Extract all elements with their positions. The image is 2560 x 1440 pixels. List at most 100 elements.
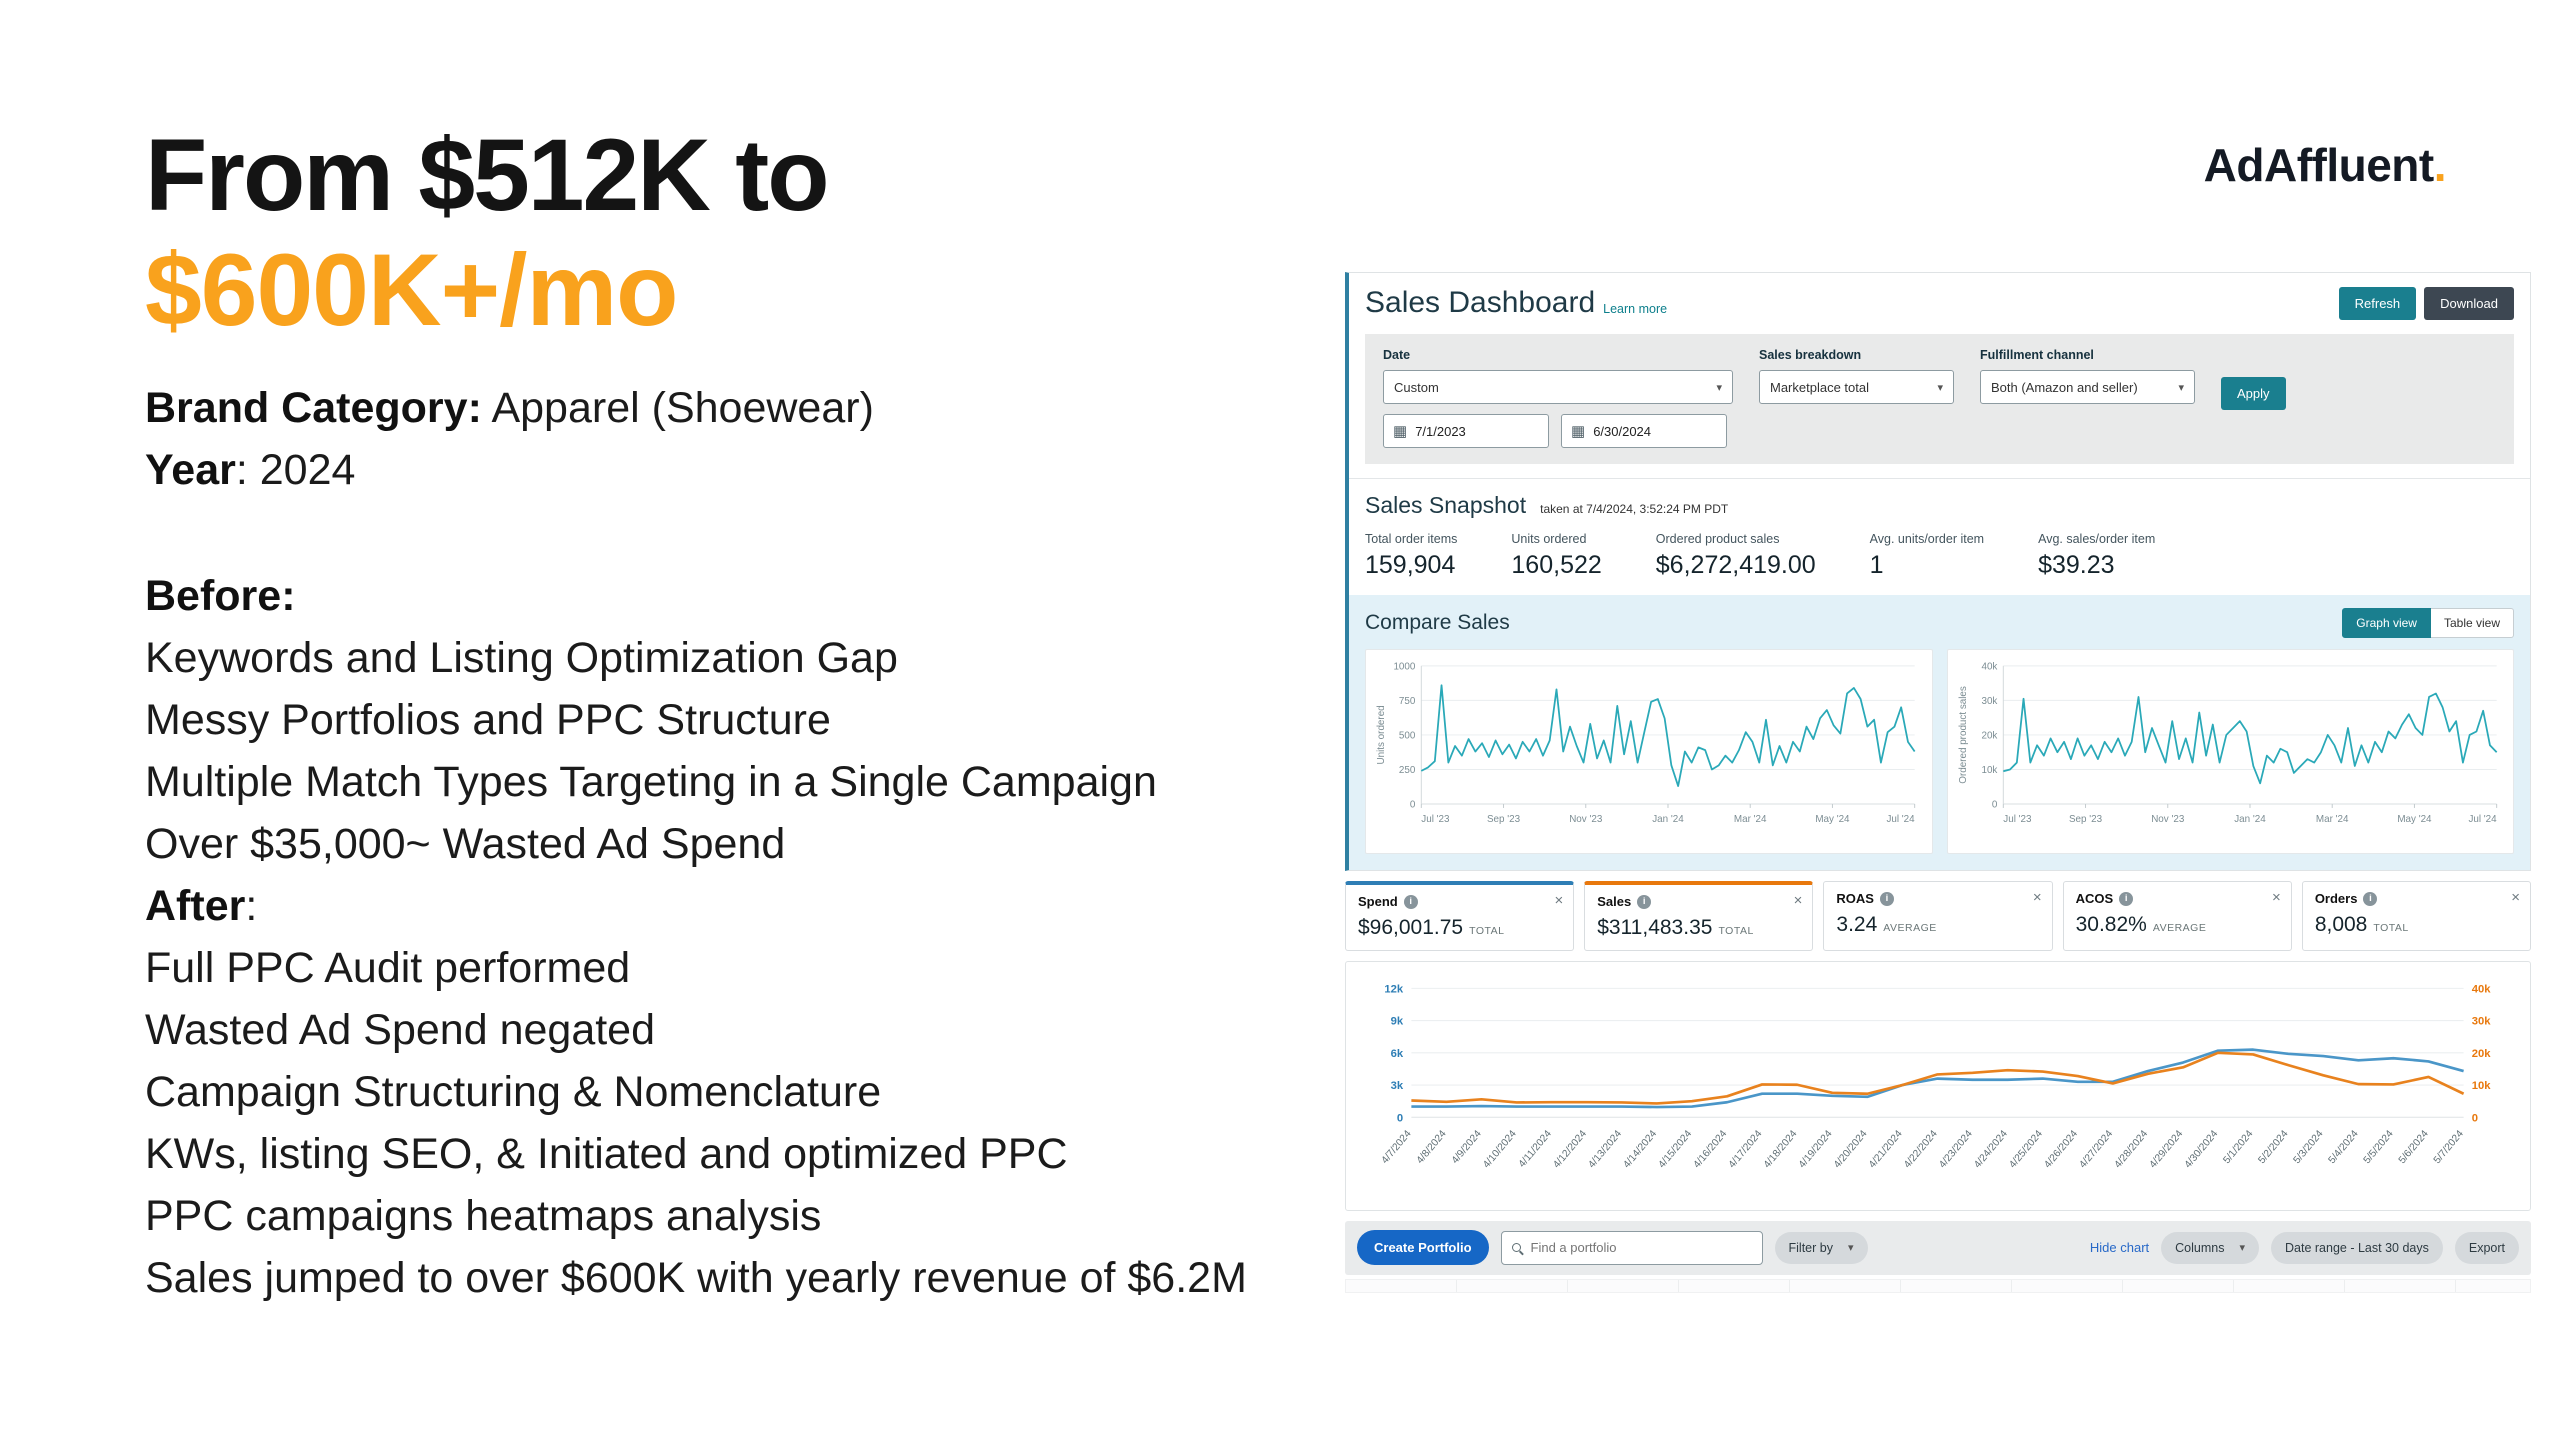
learn-more-link[interactable]: Learn more [1603,302,1668,316]
snapshot-metric: Avg. units/order item 1 [1870,532,1984,580]
close-icon[interactable]: × [1793,892,1803,910]
svg-text:6k: 6k [1391,1048,1404,1060]
snapshot-metric: Total order items 159,904 [1365,532,1457,580]
metric-label: Ordered product sales [1655,532,1780,546]
info-icon[interactable]: i [1637,894,1652,909]
info-icon[interactable]: i [1403,894,1418,909]
columns-dropdown[interactable]: Columns ▾ [2161,1231,2260,1264]
svg-text:5/6/2024: 5/6/2024 [2397,1129,2431,1167]
svg-text:4/14/2024: 4/14/2024 [1622,1129,1660,1171]
search-icon [1511,1243,1521,1253]
date-range-button[interactable]: Date range - Last 30 days [2271,1231,2443,1264]
apply-button[interactable]: Apply [2221,377,2286,410]
svg-text:30k: 30k [1981,696,1997,707]
svg-text:12k: 12k [1384,984,1404,996]
after-item: Sales jumped to over $600K with yearly r… [145,1253,1247,1302]
after-item: Full PPC Audit performed [145,943,631,992]
metric-tile-sales[interactable]: Sales i × $311,483.35 TOTAL [1584,881,1814,952]
hide-chart-link[interactable]: Hide chart [2089,1240,2150,1256]
portfolio-search-input[interactable] [1528,1239,1752,1257]
create-portfolio-button[interactable]: Create Portfolio [1357,1230,1489,1266]
svg-text:4/20/2024: 4/20/2024 [1832,1129,1870,1171]
svg-text:750: 750 [1399,696,1416,707]
svg-text:4/27/2024: 4/27/2024 [2078,1129,2116,1171]
tile-label: ROAS [1836,891,1874,907]
svg-text:4/23/2024: 4/23/2024 [1937,1129,1975,1171]
info-icon[interactable]: i [2363,891,2378,906]
chevron-down-icon: ▾ [2239,1242,2246,1255]
metric-value: 160,522 [1511,551,1602,579]
svg-text:4/9/2024: 4/9/2024 [1450,1129,1484,1167]
before-item: Messy Portfolios and PPC Structure [145,695,831,744]
svg-text:4/26/2024: 4/26/2024 [2042,1129,2080,1171]
filter-by-dropdown[interactable]: Filter by ▾ [1774,1231,1868,1264]
tile-value: $311,483.35 [1597,916,1713,940]
svg-text:4/18/2024: 4/18/2024 [1762,1129,1800,1171]
sales-breakdown-select[interactable]: Marketplace total ▾ [1759,370,1954,404]
close-icon[interactable]: × [2032,889,2042,907]
svg-text:Jan '24: Jan '24 [2234,814,2266,825]
svg-text:4/21/2024: 4/21/2024 [1867,1129,1905,1171]
svg-text:Mar '24: Mar '24 [2315,814,2348,825]
svg-text:Jul '23: Jul '23 [2003,814,2032,825]
after-label: After: [145,881,258,930]
close-icon[interactable]: × [2511,889,2521,907]
export-button[interactable]: Export [2454,1231,2519,1264]
svg-text:May '24: May '24 [2397,814,2432,825]
svg-text:0: 0 [1410,799,1416,810]
headline-line2: $600K+/mo [145,233,678,348]
year-value: : 2024 [235,445,356,494]
tile-value: 8,008 [2314,913,2368,937]
svg-text:250: 250 [1399,765,1416,776]
metric-tile-roas[interactable]: ROAS i × 3.24 AVERAGE [1823,881,2053,952]
after-item: Campaign Structuring & Nomenclature [145,1067,882,1116]
refresh-button[interactable]: Refresh [2338,286,2417,320]
metric-tile-spend[interactable]: Spend i × $96,001.75 TOTAL [1345,881,1575,952]
date-from-input[interactable]: ▦ 7/1/2023 [1383,414,1549,448]
info-icon[interactable]: i [2119,891,2134,906]
download-button[interactable]: Download [2424,286,2514,320]
chevron-down-icon: ▾ [2178,381,2184,394]
svg-text:20k: 20k [1981,730,1997,741]
after-item: Wasted Ad Spend negated [145,1005,656,1054]
date-range-select[interactable]: Custom ▾ [1383,370,1733,404]
table-view-button[interactable]: Table view [2430,608,2514,638]
tile-label: Orders [2314,891,2358,907]
info-icon[interactable]: i [1879,891,1894,906]
snapshot-metric: Ordered product sales $6,272,419.00 [1656,532,1816,580]
dashboard-header: Sales Dashboard Learn more Refresh Downl… [1349,273,2530,330]
metric-tile-acos[interactable]: ACOS i × 30.82% AVERAGE [2062,881,2292,952]
graph-view-button[interactable]: Graph view [2342,608,2431,638]
portfolio-toolbar: Create Portfolio Filter by ▾ Hide chart … [1345,1220,2531,1275]
svg-text:10k: 10k [2472,1080,2492,1092]
metric-label: Avg. units/order item [1869,532,1985,546]
svg-text:Units ordered: Units ordered [1376,705,1387,764]
svg-text:5/7/2024: 5/7/2024 [2432,1129,2466,1167]
svg-text:4/30/2024: 4/30/2024 [2183,1129,2221,1171]
close-icon[interactable]: × [1554,892,1564,910]
after-item: KWs, listing SEO, & Initiated and optimi… [145,1129,1068,1178]
metric-tile-orders[interactable]: Orders i × 8,008 TOTAL [2301,881,2532,952]
svg-text:May '24: May '24 [1815,814,1850,825]
metric-label: Avg. sales/order item [2038,532,2156,546]
svg-text:5/4/2024: 5/4/2024 [2327,1129,2361,1167]
filter-bar: Date Custom ▾ ▦ 7/1/2023 ▦ 6/30/2024 [1365,334,2514,464]
fulfillment-select[interactable]: Both (Amazon and seller) ▾ [1980,370,2195,404]
tile-suffix: AVERAGE [2152,922,2207,935]
svg-text:40k: 40k [2472,984,2492,996]
snapshot-metric: Units ordered 160,522 [1511,532,1601,580]
metric-value: $39.23 [2038,551,2115,579]
close-icon[interactable]: × [2272,889,2281,907]
calendar-icon: ▦ [1571,422,1586,440]
fulfillment-label: Fulfillment channel [1980,348,2094,362]
before-item: Multiple Match Types Targeting in a Sing… [145,757,1157,806]
svg-text:4/11/2024: 4/11/2024 [1517,1129,1554,1171]
svg-text:20k: 20k [2472,1048,2492,1060]
portfolio-search[interactable] [1500,1230,1763,1265]
date-to-input[interactable]: ▦ 6/30/2024 [1561,414,1727,448]
brand-category-line: Brand Category: Apparel (Shoewear) [145,377,1405,439]
svg-text:500: 500 [1399,730,1416,741]
tile-value: 3.24 [1836,913,1878,937]
calendar-icon: ▦ [1393,422,1408,440]
ordered-product-sales-chart-card: 0 10k 20k 30k 40k Jul '23 Sep '23 Nov '23 Jan '2… [1946,649,2514,855]
